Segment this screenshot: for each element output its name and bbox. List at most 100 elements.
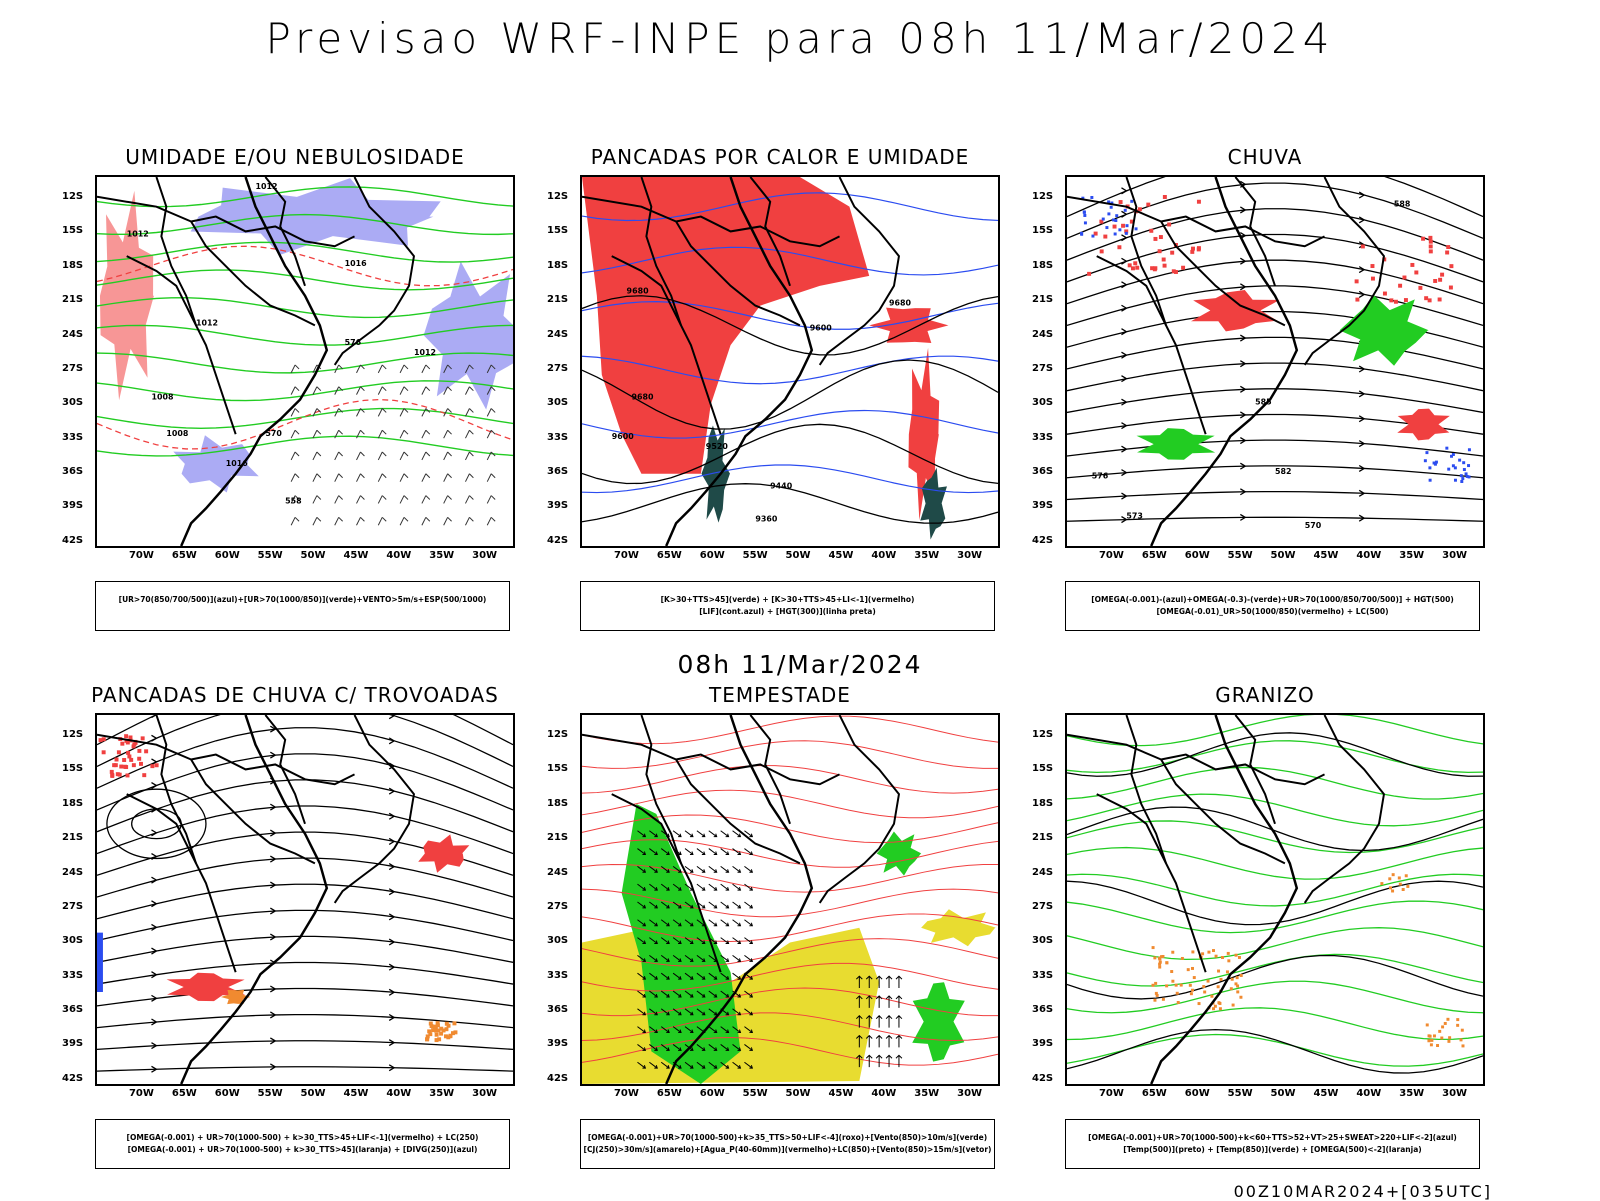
- wind-vector: [377, 408, 387, 417]
- wind-vector: [399, 408, 409, 417]
- omega500-cell: [1234, 982, 1238, 986]
- streamline-arrow: [1240, 513, 1247, 521]
- omega-cell: [1451, 464, 1455, 468]
- wind-vector: [744, 865, 754, 873]
- latitude-tick-label: 39S: [547, 1038, 569, 1049]
- streamline-arrow: [1240, 437, 1247, 445]
- wind-vector: [696, 1008, 706, 1016]
- wind-vector: [443, 516, 452, 526]
- wind-vector: [312, 516, 322, 526]
- rain-cell: [1446, 245, 1451, 250]
- omega-cell: [1124, 231, 1128, 235]
- omega500-cell: [1171, 979, 1175, 983]
- latitude-tick-label: 24S: [547, 329, 569, 340]
- panel-granizo: GRANIZO 12S 15S 18S 21S 24S 27S 30S 33S 36S 39S 42S…: [1015, 683, 1515, 1169]
- longitude-tick-label: 70W: [128, 550, 154, 561]
- latitude-tick-label: 21S: [1032, 294, 1054, 305]
- streamline-arrow: [388, 1039, 396, 1047]
- border-line: [126, 793, 237, 973]
- omega500-cell: [1158, 960, 1162, 964]
- wind-vector: [637, 883, 647, 891]
- water-contour: [582, 888, 998, 918]
- thunderstorm-cell: [117, 772, 122, 777]
- longitude-tick-label: 65W: [656, 550, 682, 561]
- streamline: [97, 883, 513, 920]
- panel-chuva: CHUVA 12S 15S 18S 21S 24S 27S 30S 33S 36S 39S 42S 70…: [1015, 145, 1515, 631]
- coastline: [180, 177, 329, 546]
- omega-cell: [1123, 208, 1127, 212]
- omega500-cell: [1154, 991, 1158, 995]
- streamline: [97, 935, 513, 963]
- coastline: [1150, 177, 1299, 546]
- wind-vector: [421, 364, 431, 374]
- latitude-tick-label: 27S: [547, 901, 569, 912]
- wind-vector: [708, 830, 718, 838]
- omega-rain-area: [1136, 428, 1216, 460]
- latitude-tick-label: 39S: [547, 500, 569, 511]
- wind-vector: [421, 429, 431, 439]
- longitude-tick-label: 60W: [214, 1088, 240, 1099]
- wind-vector: [486, 473, 496, 482]
- wind-vector: [312, 495, 322, 504]
- forecast-map: 9680 9680 9600 9520 9440 9360 9680 9600: [580, 175, 1000, 548]
- wind-vector: [696, 990, 706, 998]
- omega500-cell: [1171, 950, 1175, 954]
- wind-vector: [720, 919, 730, 927]
- wind-vector: [290, 386, 300, 395]
- contour-label: 1012: [196, 318, 218, 327]
- streamline-arrow: [1358, 365, 1366, 373]
- wind-vector: [421, 516, 431, 526]
- wind-vector: [875, 975, 883, 989]
- border-line: [582, 195, 801, 327]
- contour-label: 9520: [706, 442, 729, 451]
- streamline-arrow: [270, 829, 277, 837]
- omega-cell: [1107, 200, 1111, 204]
- rain-cell: [1433, 278, 1438, 283]
- contour-label: 576: [1092, 472, 1109, 481]
- omega500-cell: [1207, 950, 1211, 954]
- rain-cell: [1427, 298, 1432, 303]
- convective-cell: [434, 1032, 439, 1037]
- divergence-area: [97, 932, 103, 992]
- panel-tempestade: TEMPESTADE 12S 15S 18S 21S 24S 27S 30S 33S 36S 39S…: [530, 683, 1030, 1169]
- omega-cell: [1109, 205, 1113, 209]
- wind-vector: [312, 473, 322, 482]
- rain-cell: [1402, 275, 1407, 280]
- wind-vector: [465, 451, 474, 461]
- wind-vector: [356, 495, 365, 504]
- wind-vector: [885, 1054, 893, 1068]
- streamline-arrow: [1121, 281, 1128, 289]
- latitude-tick-label: 27S: [1032, 363, 1054, 374]
- longitude-tick-label: 50W: [300, 550, 326, 561]
- wind-vector: [744, 883, 754, 891]
- streamline-arrow: [1240, 360, 1247, 368]
- omega500-cell: [1216, 985, 1220, 989]
- contour-label: 582: [1275, 467, 1292, 476]
- thunderstorm-cell: [119, 764, 124, 769]
- convective-cell: [437, 1037, 442, 1042]
- convective-cell: [435, 1023, 440, 1028]
- wind-vector: [732, 937, 742, 945]
- thunderstorm-cell: [124, 734, 129, 739]
- wind-vector: [486, 495, 496, 504]
- omega500-cell: [1186, 968, 1190, 972]
- streamline-arrow: [151, 1065, 158, 1073]
- latitude-tick-label: 42S: [62, 535, 84, 546]
- wind-vector: [649, 937, 658, 945]
- wind-vector: [377, 364, 387, 374]
- wind-vector: [649, 865, 658, 873]
- rain-cell: [1146, 202, 1151, 207]
- wind-vector: [708, 919, 718, 927]
- wind-vector: [696, 972, 706, 980]
- convective-cell: [441, 1028, 446, 1033]
- thunderstorm-cell: [112, 763, 117, 768]
- contour-label: 1012: [414, 348, 436, 357]
- longitude-tick-label: 65W: [171, 550, 197, 561]
- omega500-cell: [1237, 955, 1241, 959]
- wind-vector: [465, 429, 474, 439]
- rain-cell: [1162, 263, 1167, 268]
- omega500-cell: [1151, 946, 1155, 950]
- rain-cell: [1191, 246, 1195, 251]
- panel-title: CHUVA: [1227, 145, 1303, 169]
- streamline-arrow: [270, 933, 277, 941]
